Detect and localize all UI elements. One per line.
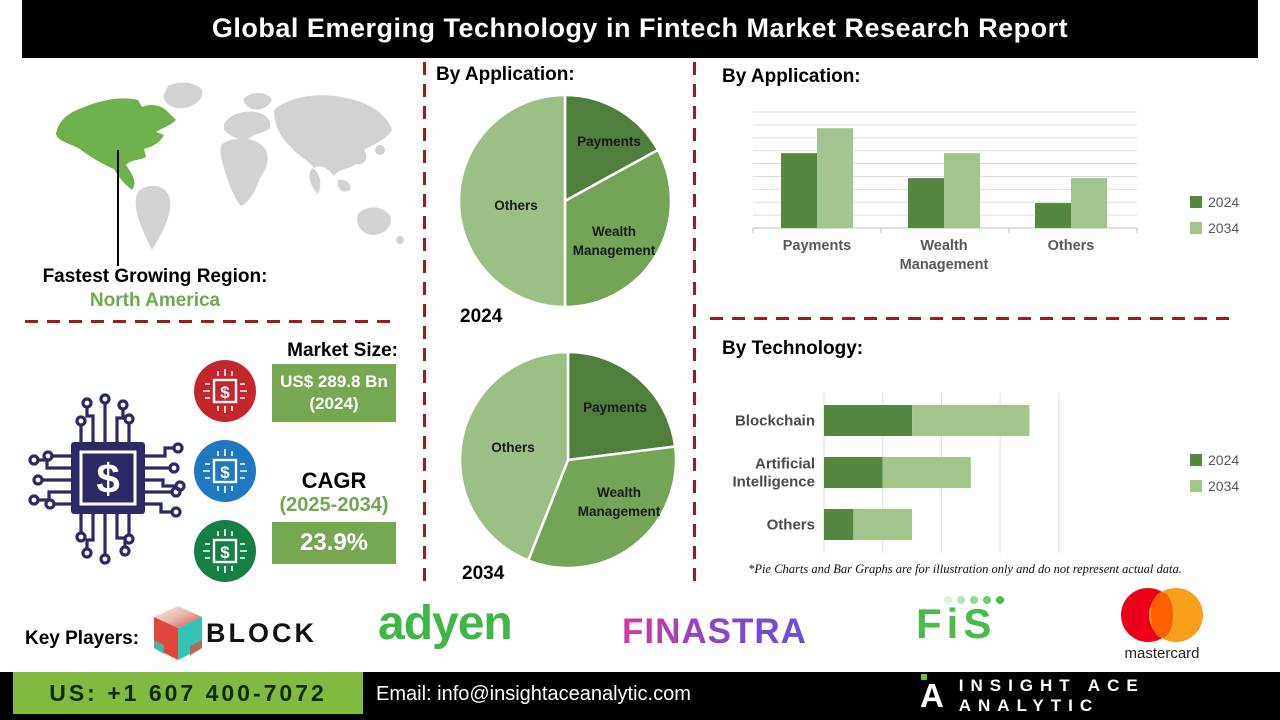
market-size-value: US$ 289.8 Bn — [280, 372, 388, 391]
map-europe — [224, 111, 271, 140]
disclaimer-note: *Pie Charts and Bar Graphs are for illus… — [748, 562, 1182, 576]
market-size-year: (2024) — [309, 394, 359, 413]
map-australia — [357, 207, 392, 236]
svg-text:Intelligence: Intelligence — [732, 474, 815, 491]
svg-text:$: $ — [220, 383, 230, 402]
mastercard-logo: mastercard — [1112, 586, 1212, 662]
mastercard-circles-icon — [1121, 588, 1203, 642]
pie-section-title: By Application: — [436, 64, 575, 85]
page-title: Global Emerging Technology in Fintech Ma… — [22, 0, 1258, 58]
pie2024-label-payments: Payments — [577, 134, 641, 149]
brand-name: INSIGHT ACE ANALYTIC — [958, 676, 1145, 715]
adyen-logo-text: adyen — [378, 597, 513, 650]
block-logo-text: BLOCK — [206, 618, 317, 648]
cagr-label: CAGR — [301, 468, 367, 493]
grouped-bar-chart: Payments Wealth Management Others — [752, 111, 1138, 273]
pie2034-year: 2034 — [462, 563, 505, 584]
map-japan — [375, 145, 385, 155]
divider-right — [710, 317, 1238, 320]
svg-text:Payments: Payments — [783, 238, 852, 254]
divider-left — [25, 320, 395, 323]
divider-vertical-right — [693, 62, 696, 590]
pie2024-year: 2024 — [460, 306, 503, 327]
brand-a-icon: A — [920, 674, 945, 714]
svg-text:Others: Others — [1048, 238, 1095, 254]
footer-phone: US: +1 607 400-7072 — [13, 672, 363, 714]
svg-text:Blockchain: Blockchain — [735, 413, 815, 430]
finastra-logo-text: FINASTRA — [622, 612, 807, 651]
divider-vertical-left — [423, 62, 426, 590]
map-se-asia — [337, 179, 351, 192]
pie2034-label-others: Others — [491, 440, 535, 455]
key-players-label: Key Players: — [25, 628, 140, 649]
map-greenland — [163, 82, 203, 109]
svg-text:Management: Management — [900, 257, 989, 273]
tech-chart-legend: 2024 2034 — [1190, 452, 1239, 494]
pie-chart-2034 — [458, 350, 678, 570]
legend-swatch-2024 — [1190, 196, 1202, 208]
pie-chart-2024 — [457, 93, 673, 309]
grouped-chart-legend: 2024 2034 — [1190, 194, 1239, 236]
map-scandinavia — [243, 92, 272, 110]
map-pointer-line — [117, 150, 119, 266]
legend-swatch-2034 — [1190, 222, 1202, 234]
fastest-growing-region-value: North America — [89, 290, 221, 311]
market-size-value-box: US$ 289.8 Bn (2024) — [272, 364, 396, 422]
svg-text:$: $ — [220, 463, 230, 482]
map-africa — [220, 138, 268, 206]
svg-text:Wealth: Wealth — [920, 238, 967, 254]
block-logo-cube-icon — [154, 606, 202, 660]
mastercard-logo-text: mastercard — [1124, 645, 1200, 662]
pie2024-label-wealth: Wealth Management — [572, 224, 656, 258]
fis-logo-text: FiS — [916, 600, 997, 647]
map-india — [309, 168, 321, 194]
legend-label-2024: 2024 — [1208, 452, 1240, 468]
map-north-america — [56, 98, 176, 190]
svg-text:Others: Others — [767, 517, 815, 534]
badge-green-chip-icon: $ — [194, 520, 256, 582]
footer-email: Email: info@insightaceanalytic.com — [376, 683, 691, 705]
market-size-heading: Market Size: — [287, 340, 398, 361]
fis-logo: FiS — [916, 596, 1026, 647]
legend-swatch-2034 — [1190, 480, 1202, 492]
fis-logo-dots — [944, 596, 1026, 604]
legend-label-2034: 2034 — [1208, 478, 1240, 494]
badge-blue-chip-icon: $ — [194, 440, 256, 502]
pie2034-label-payments: Payments — [583, 400, 647, 415]
pie2024-label-others: Others — [494, 198, 538, 213]
svg-text:$: $ — [220, 543, 230, 562]
svg-text:Artificial: Artificial — [755, 456, 815, 473]
map-south-america — [135, 185, 171, 250]
map-nz — [396, 236, 404, 244]
svg-text:$: $ — [96, 455, 119, 502]
world-map — [56, 82, 404, 250]
map-asia — [274, 95, 392, 176]
legend-swatch-2024 — [1190, 454, 1202, 466]
fintech-chip-icon: $ — [28, 393, 186, 565]
pie2034-label-wealth: Wealth Management — [577, 485, 661, 519]
cagr-period: (2025-2034) — [279, 494, 389, 516]
legend-label-2024: 2024 — [1208, 194, 1240, 210]
badge-red-chip-icon: $ — [194, 360, 256, 422]
brand-logo: A INSIGHT ACE ANALYTIC — [920, 674, 1280, 716]
tech-section-title: By Technology: — [722, 338, 864, 359]
legend-label-2034: 2034 — [1208, 220, 1240, 236]
fastest-growing-region-label: Fastest Growing Region: — [42, 266, 268, 287]
bar-section-title: By Application: — [722, 66, 861, 87]
cagr-value-box: 23.9% — [272, 522, 396, 564]
